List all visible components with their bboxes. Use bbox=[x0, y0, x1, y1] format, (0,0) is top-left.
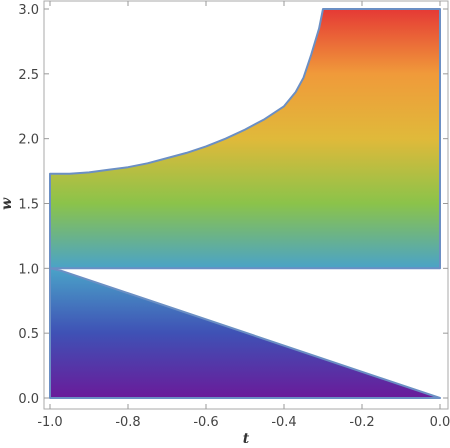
y-tick-label: 0.5 bbox=[18, 327, 39, 342]
y-axis: 0.0 0.5 1.0 1.5 2.0 2.5 3.0 bbox=[18, 3, 448, 407]
x-tick-label: -0.4 bbox=[271, 415, 296, 430]
y-tick-label: 2.0 bbox=[18, 133, 39, 148]
x-tick-label: -1.0 bbox=[37, 415, 62, 430]
x-tick-label: -0.2 bbox=[349, 415, 374, 430]
plot-frame bbox=[43, 0, 449, 410]
y-axis-label: w bbox=[0, 197, 15, 210]
upper-region bbox=[49, 8, 441, 270]
y-tick-label: 3.0 bbox=[18, 3, 39, 18]
lower-region bbox=[49, 267, 441, 399]
y-tick-label: 0.0 bbox=[18, 392, 39, 407]
x-tick-label: 0.0 bbox=[430, 415, 450, 430]
regions-layer bbox=[49, 8, 441, 399]
x-tick-label: -0.8 bbox=[115, 415, 140, 430]
y-tick-label: 1.5 bbox=[18, 198, 39, 213]
x-axis-label: t bbox=[243, 431, 250, 447]
x-tick-label: -0.6 bbox=[193, 415, 218, 430]
y-tick-label: 1.0 bbox=[18, 262, 39, 277]
y-tick-label: 2.5 bbox=[18, 68, 39, 83]
x-axis: -1.0 -0.8 -0.6 -0.4 -0.2 0.0 bbox=[37, 1, 450, 430]
